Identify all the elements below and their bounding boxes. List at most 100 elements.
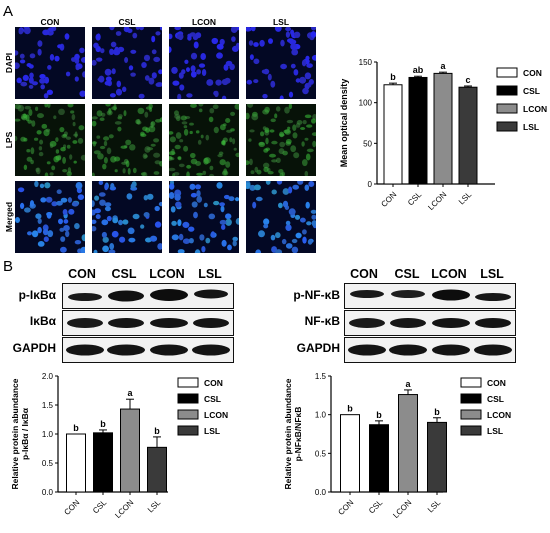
blot-left-col-lsl: LSL [198, 267, 222, 281]
blot-left-col-con: CON [68, 267, 96, 281]
blot-band [108, 318, 144, 328]
bar-csl [408, 76, 428, 185]
blot-left-row-ikba: IκBα [29, 314, 56, 328]
significance-letter: b [434, 407, 440, 417]
blot-band [389, 344, 427, 356]
y-tick-label: 0.5 [315, 449, 327, 458]
legend-swatch-lcon [460, 409, 482, 420]
blot-left-col-lcon: LCON [149, 267, 185, 281]
y-tick-label: 1.5 [315, 372, 327, 381]
blot-band [475, 318, 511, 328]
blot-band [192, 344, 230, 356]
y-tick-label: 2.0 [42, 372, 54, 381]
micrograph-dapi-lcon [169, 27, 239, 99]
blot-band [349, 318, 385, 328]
legend-label: CON [523, 68, 542, 78]
x-tick-label: CSL [91, 498, 109, 516]
significance-letter: b [154, 426, 160, 436]
blot-left-row-gapdh: GAPDH [12, 341, 56, 355]
x-tick-label: CON [336, 498, 355, 517]
panel-a-letter: A [3, 3, 14, 20]
y-axis-label-ratio: p-NFκB/NFκB [293, 407, 303, 462]
blot-right-strip-gapdh [344, 337, 516, 363]
x-tick-label: LCON [391, 498, 413, 520]
legend-swatch-con [177, 377, 199, 388]
legend-label: CSL [487, 394, 504, 404]
blot-band [150, 344, 188, 356]
mean-optical-density-chart: 0 50 100 150 Mean optical density b CON ab CSL a L… [339, 58, 547, 212]
y-tick-label: 0.0 [42, 488, 54, 497]
legend-label: LSL [487, 426, 503, 436]
y-tick-label: 150 [359, 58, 373, 67]
legend-swatch-csl [496, 85, 518, 96]
blot-band [474, 344, 512, 356]
x-tick-label: LCON [113, 498, 135, 520]
legend-swatch-con [496, 67, 518, 78]
legend-swatch-con [460, 377, 482, 388]
blot-right-row-gapdh: GAPDH [296, 341, 340, 355]
y-axis-label: Relative protein abundance [10, 378, 20, 489]
bar-lsl [427, 421, 447, 493]
micrograph-dapi-con [15, 27, 85, 99]
x-tick-label: CON [379, 190, 398, 209]
x-tick-label: CSL [367, 498, 385, 516]
y-tick-label: 1.5 [42, 401, 54, 410]
legend-label: LSL [523, 122, 539, 132]
blot-right-row-nfkb: NF-κB [304, 314, 340, 328]
blot-left-strip-gapdh [62, 337, 234, 363]
legend-label: LCON [487, 410, 511, 420]
significance-letter: b [347, 404, 353, 414]
blot-band [108, 290, 144, 302]
micrograph-lps-lsl [246, 104, 316, 176]
bar-con [383, 84, 403, 185]
micro-col-lsl: LSL [272, 17, 290, 27]
y-tick-label: 0 [368, 180, 373, 189]
blot-band [390, 318, 426, 328]
bar-lcon [120, 408, 140, 493]
legend-swatch-lsl [460, 425, 482, 436]
micro-row-dapi: DAPI [4, 52, 14, 74]
legend-swatch-lcon [496, 103, 518, 114]
blot-right-strip-nfkb [344, 310, 516, 336]
significance-letter: b [390, 72, 396, 82]
blot-band [194, 289, 228, 299]
blot-band [66, 344, 104, 356]
significance-letter: a [440, 61, 446, 71]
micrograph-merged-lsl [246, 181, 316, 253]
legend-swatch-lsl [177, 425, 199, 436]
significance-letter: b [73, 423, 79, 433]
significance-letter: b [100, 419, 106, 429]
bar-csl [93, 432, 113, 493]
x-tick-label: CON [62, 498, 81, 517]
y-tick-label: 0.0 [315, 488, 327, 497]
legend-swatch-csl [177, 393, 199, 404]
blot-left-col-csl: CSL [111, 267, 137, 281]
blot-band [150, 289, 188, 301]
bar-con [66, 433, 86, 493]
micrograph-merged-lcon [169, 181, 239, 253]
blot-band [193, 318, 229, 328]
y-tick-label: 1.0 [315, 411, 327, 420]
micrograph-dapi-lsl [246, 27, 316, 99]
y-axis-label: Relative protein abundance [283, 378, 293, 489]
legend-label: CON [204, 378, 223, 388]
legend-label: LSL [204, 426, 220, 436]
blot-right-col-lsl: LSL [480, 267, 504, 281]
micro-row-lps: LPS [4, 131, 14, 149]
blot-band [107, 344, 145, 356]
blot-right-strip-p-nfkb [344, 283, 516, 309]
significance-letter: ab [413, 65, 424, 75]
legend-swatch-lcon [177, 409, 199, 420]
legend-swatch-csl [460, 393, 482, 404]
bar-lsl [147, 446, 167, 493]
x-tick-label: LSL [426, 498, 443, 515]
significance-letter: b [376, 410, 382, 420]
x-tick-label: LSL [457, 190, 474, 207]
p-nfkb-ratio-chart: 0.0 0.5 1.0 1.5 Relative protein abundance p-… [283, 372, 511, 520]
bar-con [340, 414, 360, 493]
legend-label: CSL [523, 86, 540, 96]
significance-letter: a [405, 379, 411, 389]
blot-left-strip-ikba [62, 310, 234, 336]
panel-b-letter: B [3, 258, 14, 275]
y-tick-label: 0.5 [42, 459, 54, 468]
